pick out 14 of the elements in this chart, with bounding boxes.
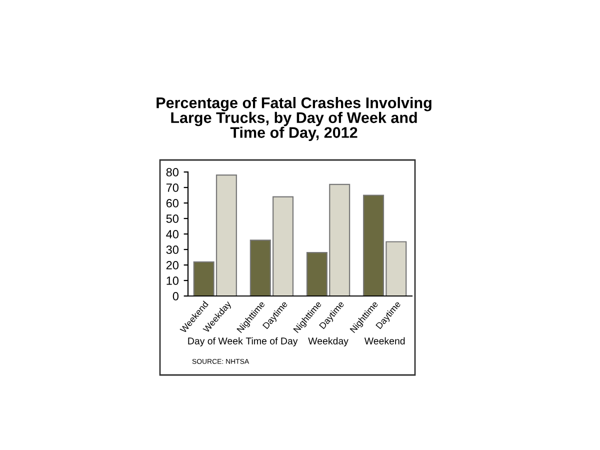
text: Weekday [308, 337, 348, 346]
y-tick-label: 30 [166, 246, 179, 254]
y-tick-label: 60 [166, 199, 179, 208]
chart-title: Percentage of Fatal Crashes Involving Large Trucks, by Day of Week and Time of Day, 2012 [156, 97, 432, 141]
y-tick-label: 70 [166, 184, 179, 192]
y-tick-label: 0 [172, 292, 179, 300]
y-tick-label: 50 [166, 214, 179, 223]
y-tick-label: 80 [166, 168, 179, 176]
y-tick-label: 40 [166, 230, 179, 238]
text: Day of Week [188, 337, 243, 346]
text: Time of Day [246, 337, 298, 346]
text: Weekend [364, 337, 405, 344]
y-tick-label: 10 [166, 276, 179, 285]
y-tick-label: 20 [166, 261, 179, 270]
